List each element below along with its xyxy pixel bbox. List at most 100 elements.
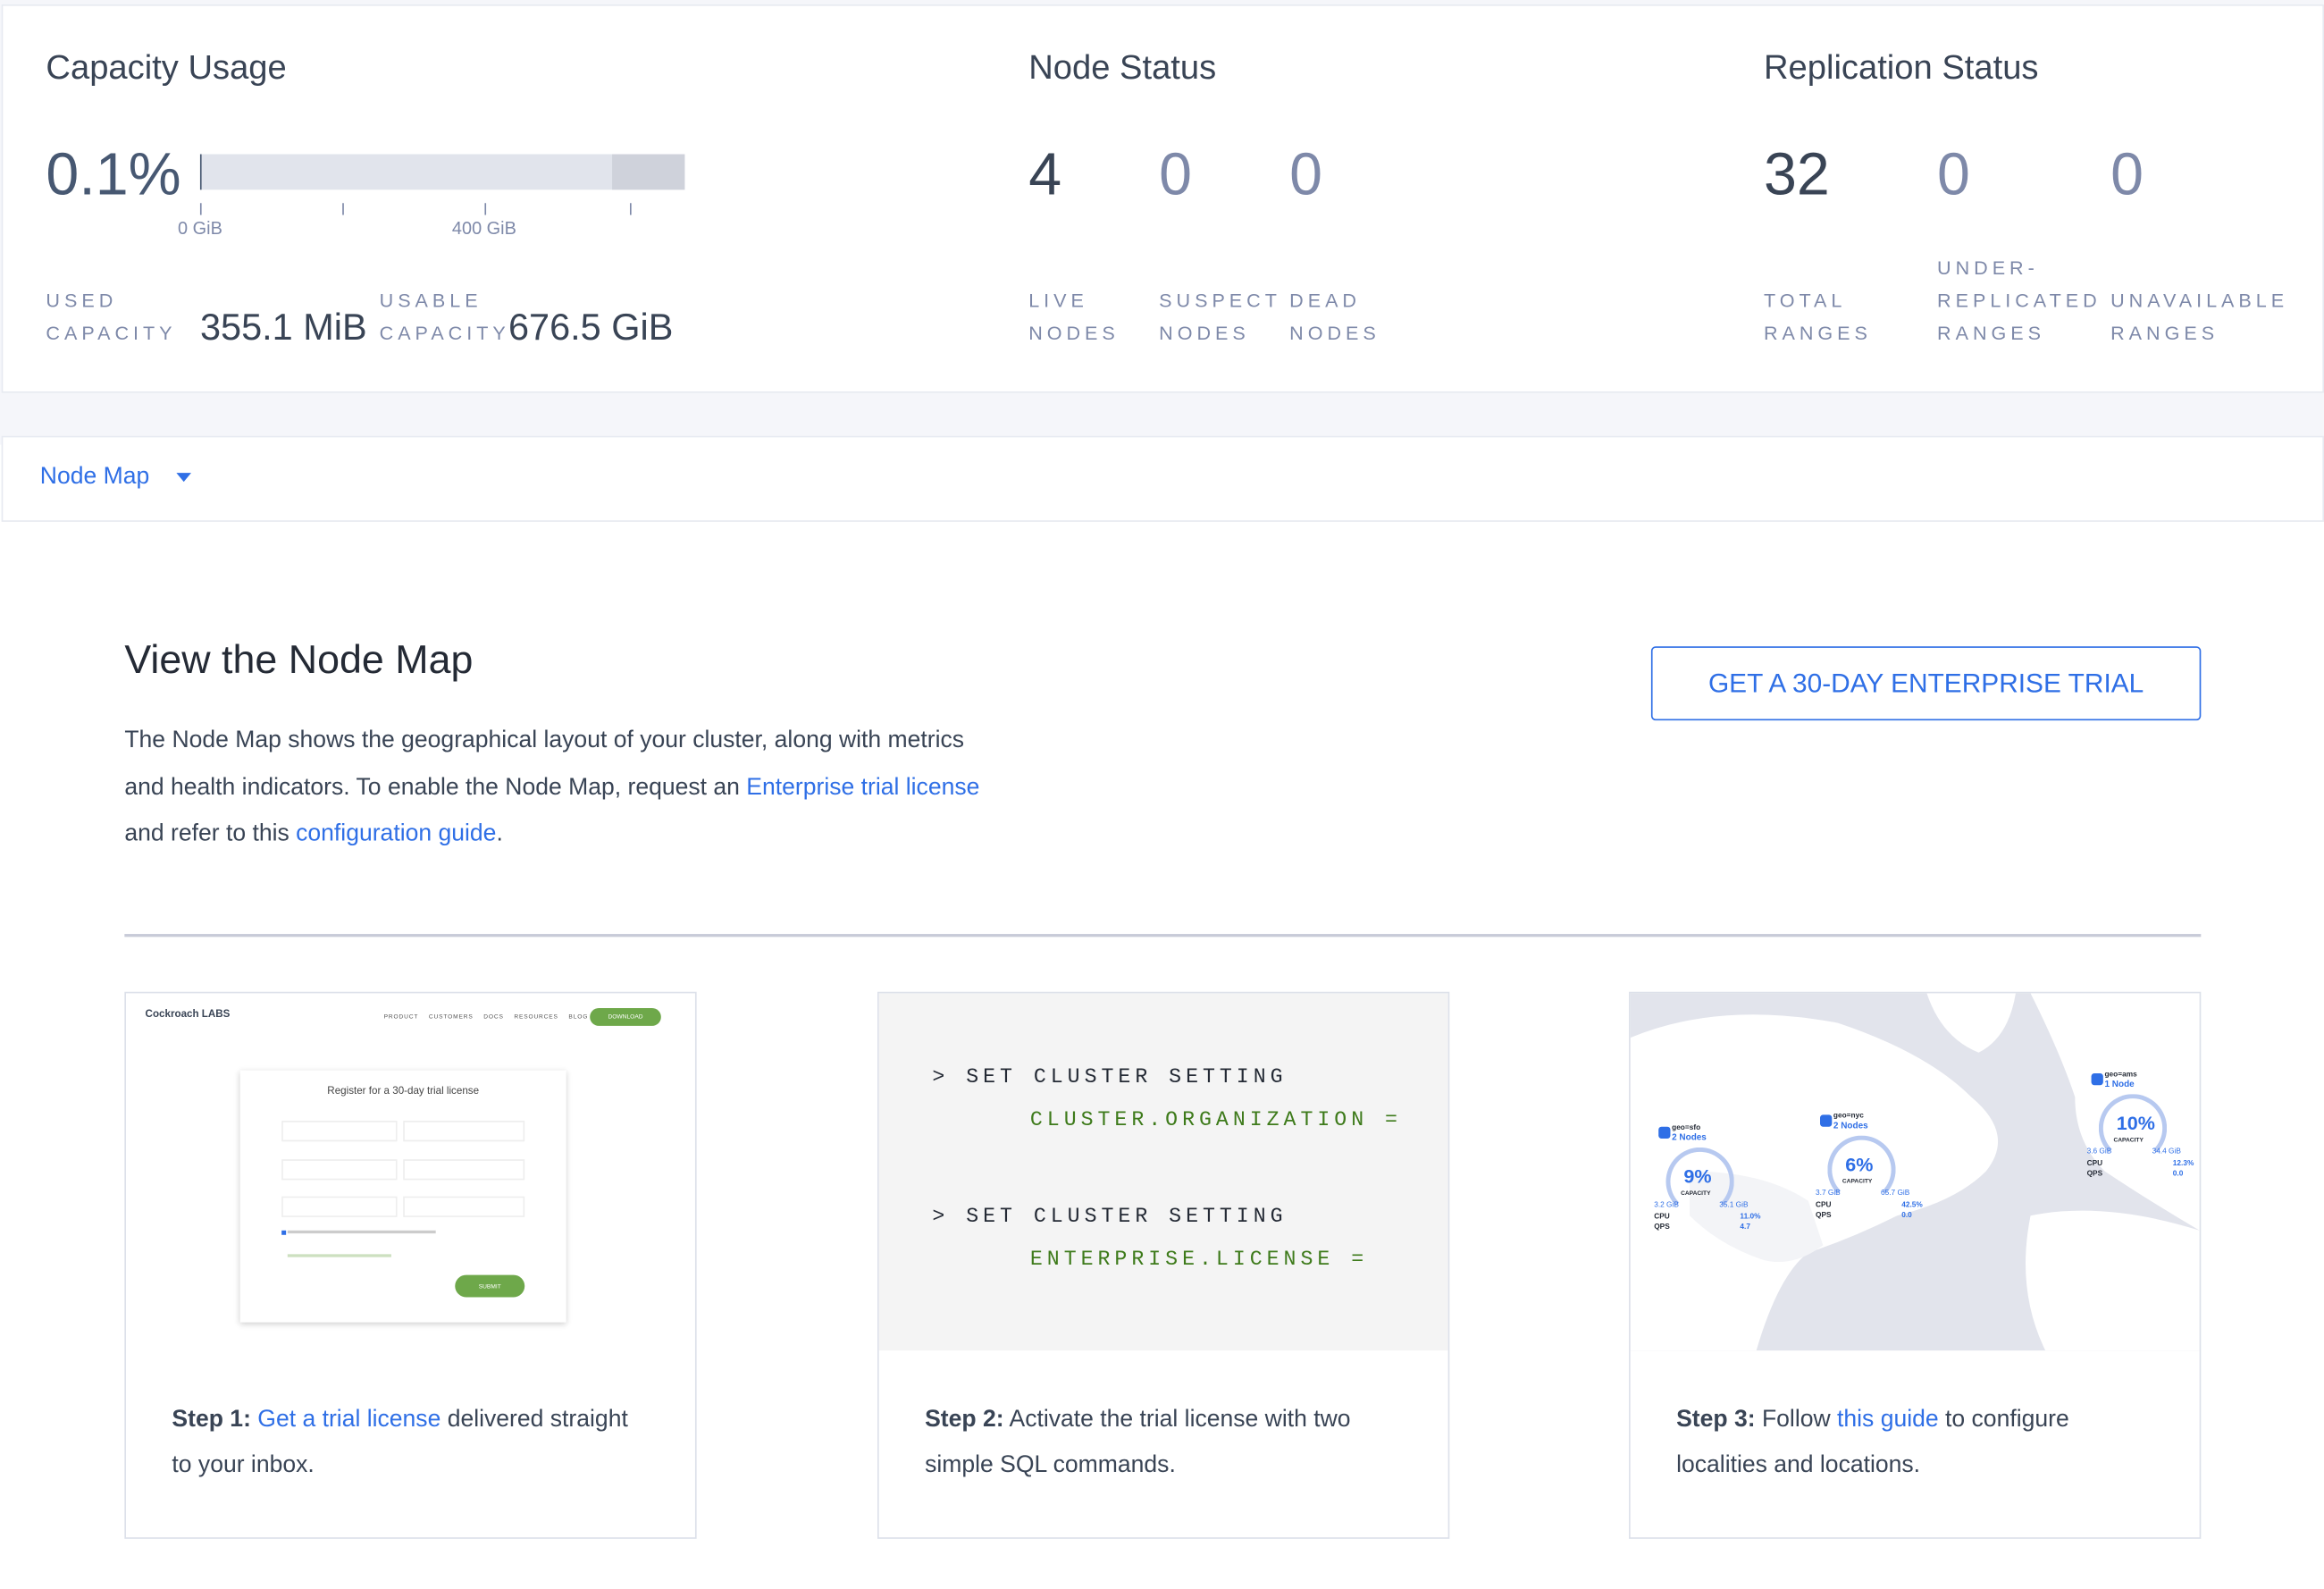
thumb-nav-item: CUSTOMERS: [428, 1012, 474, 1021]
thumb-text: [287, 1254, 391, 1257]
label-line: RANGES: [1937, 321, 2045, 344]
used-capacity-label: USED CAPACITY: [46, 284, 176, 349]
step-2-caption: Step 2: Activate the trial license with …: [925, 1397, 1406, 1489]
capacity-bar-fill: [199, 154, 201, 190]
used-value: 3.2 GiB: [1654, 1200, 1679, 1210]
cpu-value: 42.5%: [1901, 1200, 1923, 1210]
thumb-submit: SUBMIT: [455, 1274, 525, 1298]
cpu-value: 11.0%: [1740, 1212, 1761, 1222]
map-region: geo=sfo 2 Nodes 9% CAPACITY 3.2 GiB 35.1…: [1651, 1123, 1770, 1257]
promo-title: View the Node Map: [124, 637, 474, 683]
cpu-label: CPU: [1654, 1212, 1670, 1222]
capacity-bar: [199, 154, 685, 190]
unavailable-ranges-label: UNAVAILABLE RANGES: [2110, 284, 2288, 349]
step-1-caption: Step 1: Get a trial license delivered st…: [172, 1397, 653, 1489]
step-text: Activate the trial license with two simp…: [925, 1407, 1351, 1478]
database-icon: [1658, 1126, 1671, 1139]
qps-label: QPS: [1816, 1211, 1832, 1221]
trial-form-screenshot: Cockroach LABS PRODUCT CUSTOMERS DOCS RESOU…: [126, 993, 695, 1350]
cpu-value: 12.3%: [2172, 1159, 2194, 1169]
sql-line: ENTERPRISE.LICENSE =: [1029, 1248, 1369, 1273]
sql-line: > SET CLUSTER SETTING: [932, 1205, 1288, 1230]
cockroach-logo: Cockroach LABS: [145, 1009, 231, 1021]
label-line: LIVE: [1028, 289, 1088, 312]
qps-value: 0.0: [2172, 1169, 2184, 1179]
step-3-card: geo=sfo 2 Nodes 9% CAPACITY 3.2 GiB 35.1…: [1629, 991, 2202, 1539]
sql-line: > SET CLUSTER SETTING: [932, 1065, 1288, 1090]
promo-description: The Node Map shows the geographical layo…: [124, 718, 984, 858]
thumb-field: [281, 1196, 398, 1217]
description-text: The Node Map shows the geographical layo…: [124, 727, 965, 800]
capacity-tick: [342, 203, 344, 215]
region-capacity: 6%: [1845, 1153, 1874, 1176]
thumb-field: [281, 1121, 398, 1142]
enterprise-trial-button[interactable]: GET A 30-DAY ENTERPRISE TRIAL: [1650, 646, 2202, 721]
label-line: NODES: [1159, 321, 1250, 344]
region-nodes: 2 Nodes: [1833, 1122, 1868, 1131]
label-line: USABLE: [379, 289, 482, 312]
summary-panel: Capacity Usage 0.1% 0 GiB 400 GiB USED CA…: [1, 4, 2324, 393]
usable-capacity-value: 676.5 GiB: [508, 307, 674, 349]
dead-nodes-value: 0: [1289, 142, 1323, 208]
suspect-nodes-label: SUSPECT NODES: [1159, 284, 1281, 349]
label-line: USED: [46, 289, 118, 312]
capacity-tick: [199, 203, 202, 215]
used-value: 3.7 GiB: [1816, 1189, 1841, 1198]
caret-down-icon: [176, 472, 192, 482]
step-text: delivered straight to your inbox.: [172, 1407, 628, 1478]
capacity-tick-label: 400 GiB: [451, 217, 516, 240]
qps-value: 4.7: [1740, 1223, 1750, 1232]
step-text: to configure localities and locations.: [1676, 1407, 2069, 1478]
region-capacity: 10%: [2116, 1112, 2155, 1134]
dead-nodes-label: DEAD NODES: [1289, 284, 1380, 349]
description-text: and refer to this: [124, 820, 297, 847]
database-icon: [2091, 1072, 2103, 1086]
capacity-gauge: [1665, 1147, 1734, 1216]
get-trial-license-link[interactable]: Get a trial license: [257, 1407, 441, 1433]
capacity-label: CAPACITY: [1681, 1189, 1711, 1197]
region-capacity: 9%: [1683, 1164, 1712, 1188]
used-value: 3.6 GiB: [2086, 1147, 2112, 1156]
label-line: NODES: [1289, 321, 1380, 344]
label-line: SUSPECT: [1159, 289, 1281, 312]
thumb-nav: PRODUCT CUSTOMERS DOCS RESOURCES BLOG: [384, 1013, 589, 1020]
total-value: 65.7 GiB: [1881, 1189, 1910, 1198]
region-name: geo=ams: [2104, 1070, 2137, 1080]
thumb-field: [403, 1121, 525, 1142]
thumb-field: [403, 1159, 525, 1181]
node-map-dropdown[interactable]: Node Map: [40, 464, 192, 491]
label-line: TOTAL: [1763, 289, 1847, 312]
this-guide-link[interactable]: this guide: [1837, 1407, 1939, 1433]
capacity-tick: [484, 203, 487, 215]
configuration-guide-link[interactable]: configuration guide: [296, 820, 497, 847]
node-status-title: Node Status: [1028, 47, 1217, 87]
thumb-field: [281, 1159, 398, 1181]
thumb-form-title: Register for a 30-day trial license: [327, 1086, 480, 1097]
enterprise-trial-link[interactable]: Enterprise trial license: [746, 774, 980, 800]
capacity-tick-label: 0 GiB: [178, 217, 222, 240]
step-prefix: Step 1:: [172, 1407, 251, 1433]
capacity-tick: [629, 203, 632, 215]
thumb-form: Register for a 30-day trial license SUBM…: [239, 1070, 566, 1323]
label-line: CAPACITY: [46, 321, 177, 344]
usable-capacity-label: USABLE CAPACITY: [380, 284, 510, 349]
capacity-title: Capacity Usage: [46, 47, 287, 87]
step-prefix: Step 3:: [1676, 1407, 1756, 1433]
label-line: CAPACITY: [379, 321, 510, 344]
database-icon: [1820, 1114, 1833, 1127]
node-map-screenshot: geo=sfo 2 Nodes 9% CAPACITY 3.2 GiB 35.1…: [1630, 993, 2200, 1351]
map-region: geo=ams 1 Node 10% CAPACITY 3.6 GiB 34.4…: [2084, 1071, 2199, 1204]
capacity-gauge: [1827, 1135, 1896, 1204]
description-text: .: [496, 820, 503, 847]
thumb-nav-item: BLOG: [568, 1012, 589, 1021]
region-name: geo=nyc: [1833, 1112, 1864, 1122]
used-capacity-value: 355.1 MiB: [199, 307, 367, 349]
region-name: geo=sfo: [1672, 1123, 1701, 1133]
total-value: 35.1 GiB: [1719, 1200, 1749, 1210]
total-ranges-value: 32: [1763, 142, 1830, 208]
under-replicated-ranges-label: UNDER- REPLICATED RANGES: [1937, 252, 2102, 349]
thumb-checkbox: [281, 1230, 287, 1235]
capacity-gauge: [2098, 1094, 2168, 1163]
capacity-label: CAPACITY: [1842, 1177, 1873, 1185]
